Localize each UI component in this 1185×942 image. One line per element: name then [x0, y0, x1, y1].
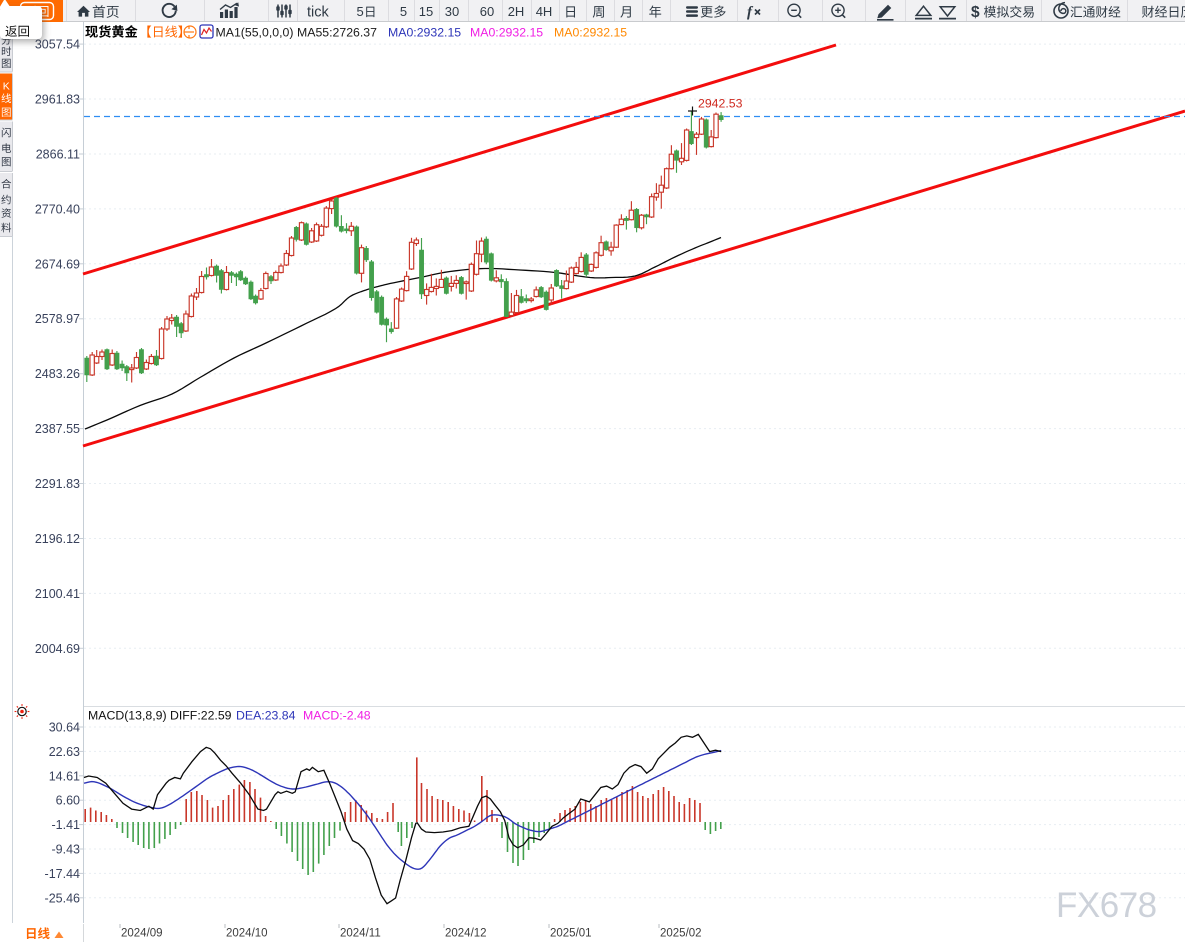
svg-text:$: $ — [971, 4, 980, 21]
svg-text:2961.83: 2961.83 — [35, 93, 80, 107]
svg-text:-17.44: -17.44 — [45, 867, 80, 881]
svg-text:2H: 2H — [508, 4, 525, 19]
svg-text:DEA:23.84: DEA:23.84 — [236, 709, 296, 723]
svg-text:MA0:2932.15: MA0:2932.15 — [554, 26, 627, 40]
svg-text:14.61: 14.61 — [49, 769, 80, 783]
svg-text:2025/02: 2025/02 — [660, 928, 702, 940]
svg-text:2387.55: 2387.55 — [35, 422, 80, 436]
svg-text:2770.40: 2770.40 — [35, 202, 80, 216]
svg-text:MA0:2932.15: MA0:2932.15 — [388, 26, 461, 40]
svg-text:tick: tick — [307, 5, 330, 21]
svg-text:30.64: 30.64 — [49, 721, 80, 735]
svg-text:2196.12: 2196.12 — [35, 532, 80, 546]
svg-text:2025/01: 2025/01 — [550, 928, 592, 940]
svg-text:-25.46: -25.46 — [45, 891, 80, 905]
svg-text:2674.69: 2674.69 — [35, 257, 80, 271]
svg-text:5: 5 — [357, 4, 364, 19]
svg-text:2578.97: 2578.97 — [35, 312, 80, 326]
svg-text:MACD(13,8,9) DIFF:22.59: MACD(13,8,9) DIFF:22.59 — [88, 709, 232, 723]
svg-text:2291.83: 2291.83 — [35, 477, 80, 491]
svg-text:-9.43: -9.43 — [52, 843, 81, 857]
svg-text:2024/09: 2024/09 — [121, 928, 163, 940]
svg-text:2004.69: 2004.69 — [35, 642, 80, 656]
svg-text:3057.54: 3057.54 — [35, 38, 80, 52]
svg-text:30: 30 — [445, 4, 459, 19]
svg-text:2483.26: 2483.26 — [35, 367, 80, 381]
svg-text:FX678: FX678 — [1056, 886, 1157, 925]
svg-text:60: 60 — [480, 4, 494, 19]
svg-text:6.60: 6.60 — [56, 794, 80, 808]
svg-text:MA0:2932.15: MA0:2932.15 — [470, 26, 543, 40]
svg-text:2024/12: 2024/12 — [445, 928, 487, 940]
svg-text:2024/10: 2024/10 — [226, 928, 268, 940]
svg-text:5: 5 — [400, 4, 407, 19]
svg-text:22.63: 22.63 — [49, 745, 80, 759]
svg-text:MA1(55,0,0,0): MA1(55,0,0,0) — [216, 26, 294, 40]
svg-text:15: 15 — [419, 4, 433, 19]
svg-text:MACD:-2.48: MACD:-2.48 — [303, 709, 371, 723]
svg-text:K: K — [3, 81, 10, 93]
svg-text:2100.41: 2100.41 — [35, 587, 80, 601]
svg-text:-1.41: -1.41 — [52, 818, 81, 832]
svg-text:2942.53: 2942.53 — [698, 97, 743, 111]
svg-text:2866.11: 2866.11 — [36, 148, 80, 162]
svg-text:4H: 4H — [536, 4, 553, 19]
svg-text:MA55:2726.37: MA55:2726.37 — [297, 26, 377, 40]
svg-text:f: f — [747, 5, 754, 21]
svg-text:2024/11: 2024/11 — [340, 928, 381, 940]
